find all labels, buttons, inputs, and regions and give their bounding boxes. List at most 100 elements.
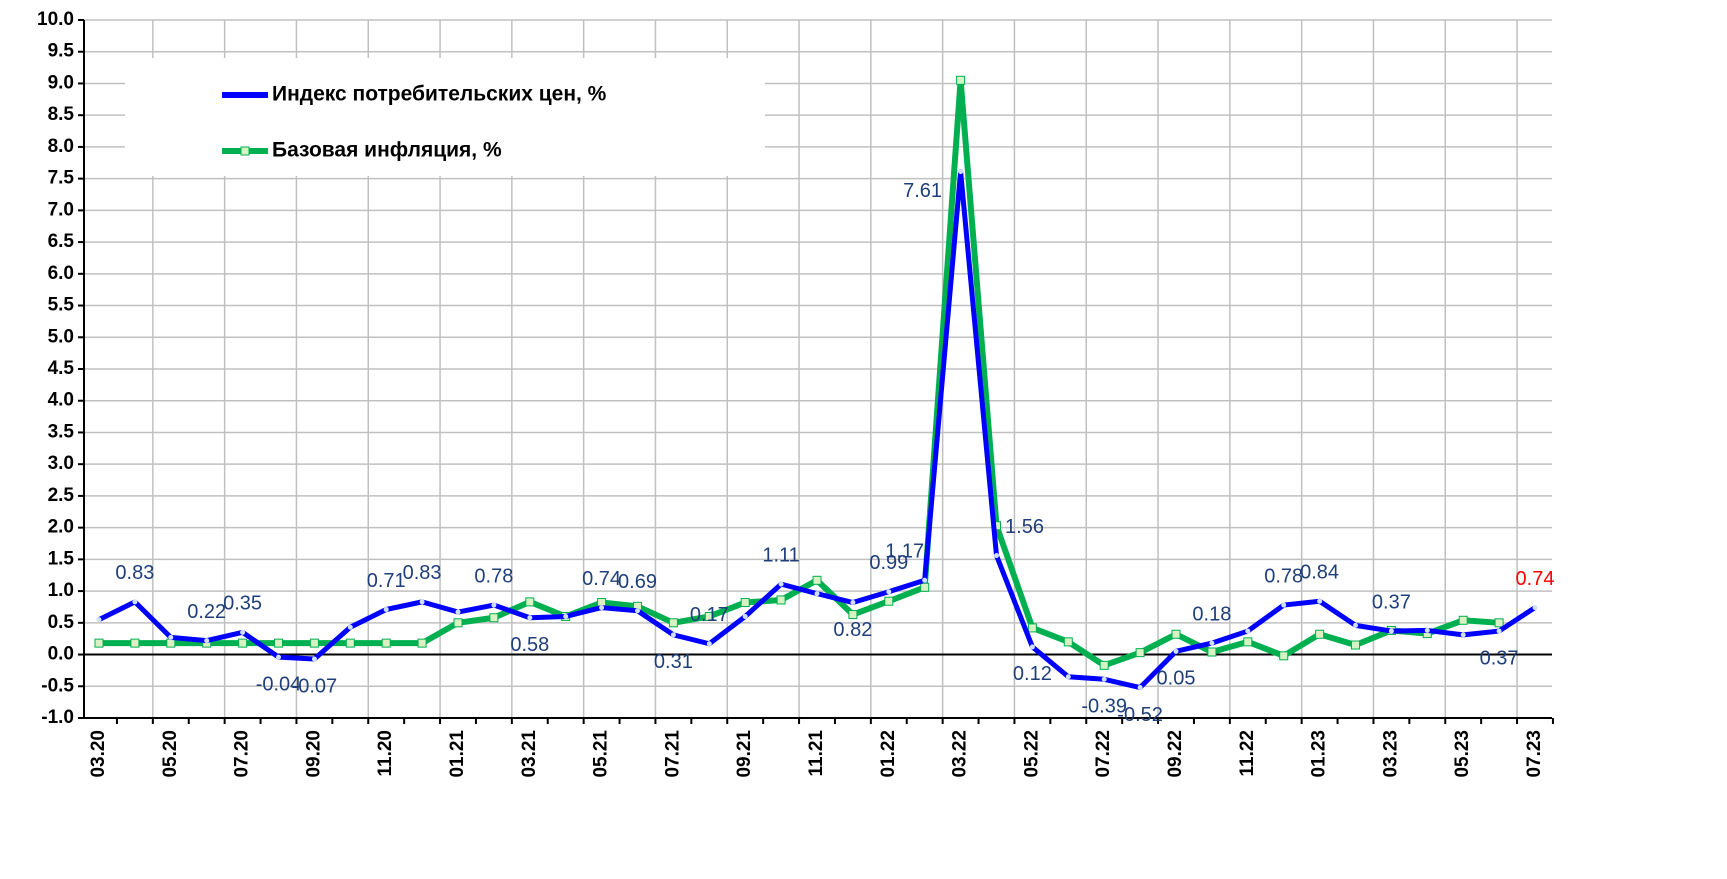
data-label: 0.78 — [1264, 565, 1303, 587]
marker — [1351, 640, 1360, 650]
x-tick-label: 05.23 — [1452, 730, 1473, 778]
y-tick-label: 2.0 — [48, 517, 74, 538]
marker — [276, 654, 281, 660]
data-label: 0.71 — [367, 570, 406, 592]
marker — [489, 613, 499, 623]
marker — [599, 605, 605, 611]
data-label: -0.39 — [1081, 696, 1127, 718]
marker — [1532, 605, 1538, 611]
marker — [778, 581, 784, 587]
data-label: 1.56 — [1005, 516, 1044, 538]
marker — [1171, 629, 1181, 639]
marker — [850, 600, 856, 606]
data-label: 0.17 — [690, 604, 729, 626]
marker — [94, 638, 104, 648]
marker — [848, 610, 858, 620]
data-label: 0.37 — [1480, 647, 1519, 669]
marker — [1137, 685, 1143, 691]
x-tick-label: 07.23 — [1524, 730, 1545, 778]
marker — [455, 609, 461, 615]
marker — [419, 599, 425, 605]
marker — [1243, 637, 1253, 647]
marker — [383, 606, 389, 612]
marker — [240, 629, 246, 635]
marker — [742, 613, 748, 619]
marker — [994, 553, 999, 559]
marker — [956, 75, 966, 85]
marker — [1135, 648, 1145, 658]
y-tick-label: 8.5 — [48, 104, 75, 125]
marker — [132, 599, 138, 605]
data-label: 0.37 — [1372, 591, 1411, 613]
y-tick-label: 3.0 — [48, 453, 74, 474]
marker — [168, 634, 174, 640]
data-label: 0.31 — [654, 651, 693, 673]
marker — [1099, 660, 1109, 670]
x-tick-label: 03.21 — [519, 730, 540, 778]
marker — [635, 608, 640, 614]
y-tick-label: 7.5 — [48, 168, 75, 189]
y-tick-label: 10.0 — [37, 9, 74, 30]
x-tick-label: 07.20 — [232, 730, 253, 778]
marker — [1460, 632, 1466, 638]
marker — [704, 611, 714, 621]
marker — [668, 618, 678, 628]
marker — [670, 632, 676, 638]
data-label: -0.52 — [1117, 704, 1163, 726]
marker — [740, 598, 750, 608]
marker — [1101, 676, 1107, 682]
x-tick-label: 07.21 — [662, 730, 683, 778]
x-tick-label: 11.20 — [375, 730, 396, 777]
marker — [812, 575, 822, 585]
marker — [1496, 628, 1502, 634]
x-tick-label: 01.22 — [878, 730, 899, 778]
data-label: 0.78 — [474, 565, 513, 587]
y-tick-label: -1.0 — [41, 707, 74, 728]
marker — [1424, 627, 1430, 633]
x-tick-label: 03.22 — [950, 730, 971, 778]
x-tick-label: 11.21 — [806, 730, 827, 777]
marker — [1458, 615, 1468, 625]
x-tick-label: 09.22 — [1165, 730, 1186, 778]
x-tick-label: 11.22 — [1237, 730, 1258, 777]
x-tick-label: 01.21 — [447, 730, 468, 778]
x-tick-label: 05.20 — [160, 730, 181, 778]
data-label: 0.22 — [187, 601, 226, 623]
legend-label: Базовая инфляция, % — [272, 139, 502, 162]
marker — [345, 638, 355, 648]
data-label: 7.61 — [903, 180, 942, 202]
marker — [525, 597, 535, 607]
marker — [130, 638, 140, 648]
marker — [1315, 629, 1325, 639]
marker — [886, 589, 892, 595]
marker — [453, 618, 463, 628]
series-line — [97, 169, 1537, 691]
data-label: 0.12 — [1013, 663, 1052, 685]
x-tick-label: 09.21 — [734, 730, 755, 778]
data-label: 0.82 — [833, 619, 872, 641]
y-tick-label: 2.5 — [48, 485, 75, 506]
marker — [381, 638, 391, 648]
data-label: -0.07 — [292, 675, 338, 697]
data-label: 0.35 — [223, 593, 262, 615]
marker — [347, 624, 353, 630]
y-tick-label: 5.0 — [48, 326, 74, 347]
y-tick-label: 0.0 — [48, 644, 74, 665]
marker — [1281, 602, 1287, 608]
marker — [238, 638, 248, 648]
y-tick-label: 9.0 — [48, 72, 74, 93]
data-label: 0.69 — [618, 571, 657, 593]
marker — [563, 613, 569, 619]
data-label: 1.11 — [762, 544, 799, 566]
x-tick-label: 05.21 — [591, 730, 612, 778]
data-label: 0.18 — [1192, 603, 1231, 625]
marker — [1027, 623, 1037, 633]
marker — [204, 638, 210, 644]
y-tick-label: 6.0 — [48, 263, 74, 284]
y-tick-label: 4.0 — [48, 390, 74, 411]
data-label: 0.05 — [1157, 668, 1196, 690]
marker — [1245, 628, 1251, 634]
marker — [814, 591, 820, 597]
data-label: 0.83 — [115, 562, 154, 584]
